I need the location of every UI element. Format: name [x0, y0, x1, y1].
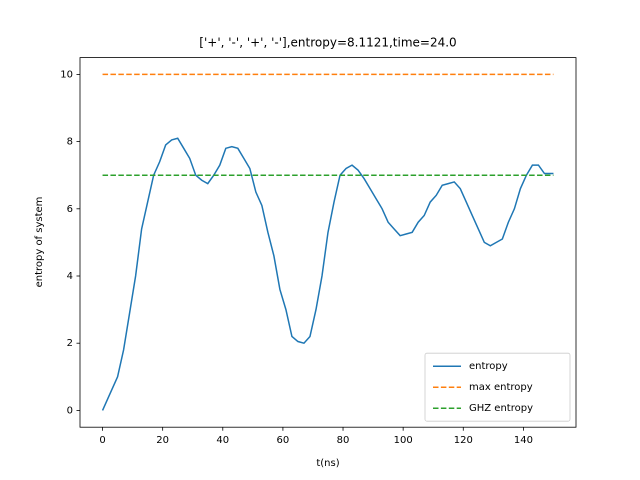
y-tick-label: 6 [67, 204, 73, 215]
x-tick-label: 0 [99, 435, 105, 446]
chart-title: ['+', '-', '+', '-'],entropy=8.1121,time… [199, 36, 456, 50]
x-tick-label: 100 [394, 435, 413, 446]
y-tick-label: 0 [67, 405, 73, 416]
y-tick-label: 2 [67, 338, 73, 349]
legend-label: max entropy [469, 382, 533, 393]
legend-box [424, 352, 571, 422]
data-line [101, 137, 554, 411]
x-tick-label: 60 [277, 435, 290, 446]
plot-frame [79, 57, 577, 428]
legend-label: entropy [469, 361, 508, 372]
y-tick-label: 4 [67, 271, 73, 282]
x-tick-label: 80 [337, 435, 350, 446]
y-tick-label: 10 [60, 69, 73, 80]
y-axis-label: entropy of system [34, 197, 45, 288]
x-tick-label: 140 [514, 435, 533, 446]
x-tick-label: 20 [156, 435, 169, 446]
x-tick-label: 120 [454, 435, 473, 446]
legend-label: GHZ entropy [469, 403, 533, 414]
x-tick-label: 40 [216, 435, 229, 446]
y-tick-label: 8 [67, 137, 73, 148]
x-axis-label: t(ns) [316, 458, 339, 469]
